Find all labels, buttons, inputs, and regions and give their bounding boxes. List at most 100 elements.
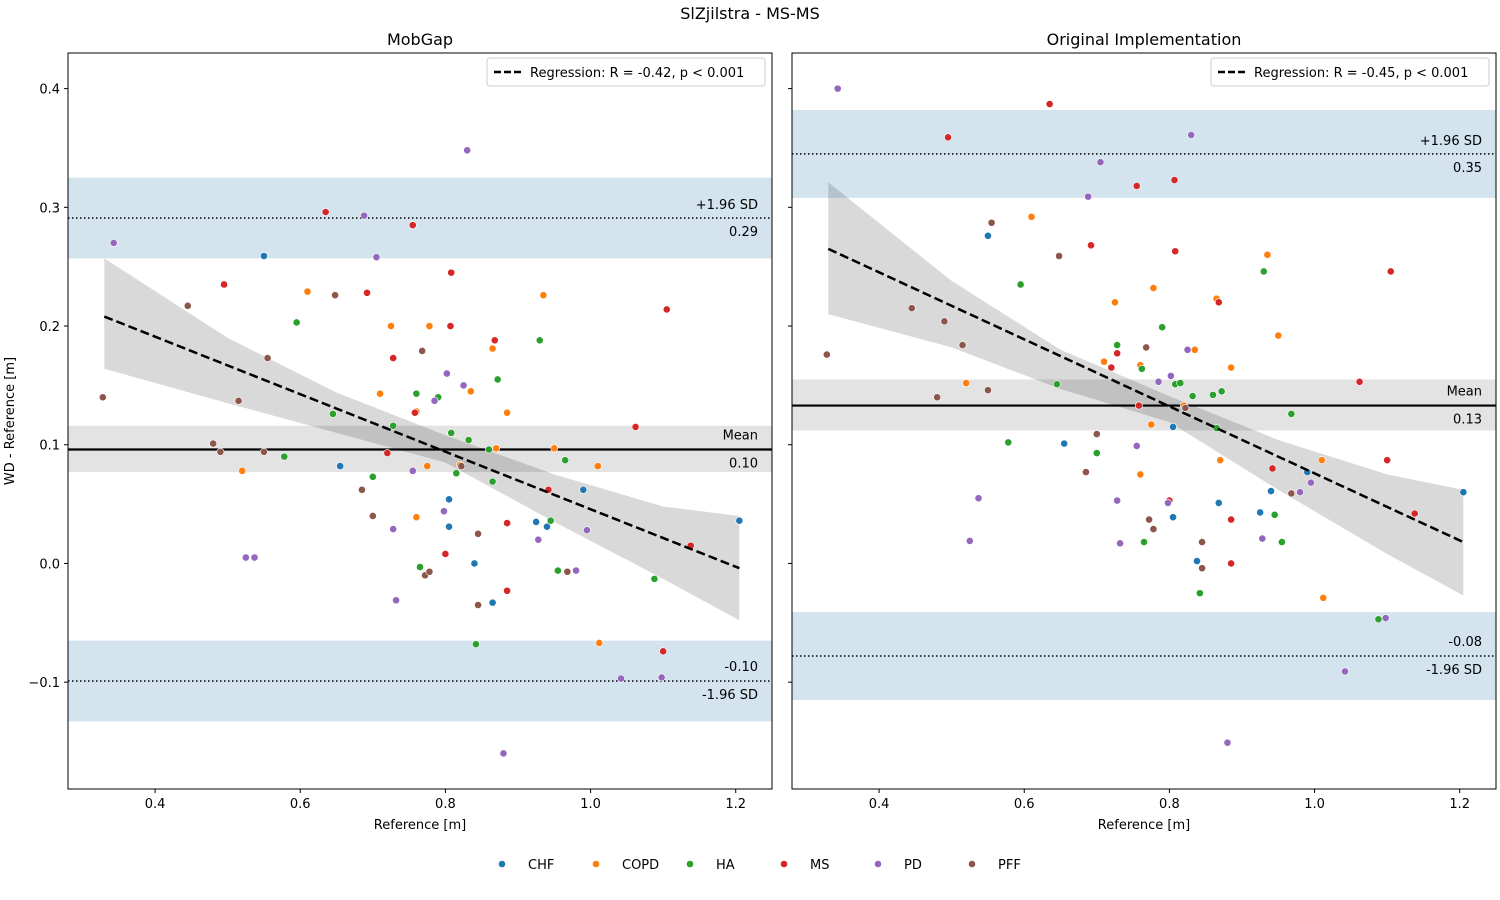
data-point-ms bbox=[1268, 464, 1277, 473]
data-point-ha bbox=[412, 389, 421, 398]
data-point-ms bbox=[1386, 267, 1395, 276]
data-point-pd bbox=[1113, 496, 1122, 505]
data-point-pff bbox=[183, 301, 192, 310]
data-point-pff bbox=[1142, 343, 1151, 352]
data-point-ha bbox=[1209, 390, 1217, 399]
data-point-chf bbox=[1214, 499, 1223, 507]
regression-legend-box bbox=[1210, 57, 1490, 87]
legend-label-chf: CHF bbox=[528, 858, 554, 873]
x-tick-label: 1.0 bbox=[1304, 797, 1325, 812]
upper-loa-value: 0.29 bbox=[729, 225, 758, 240]
legend-label-pff: PFF bbox=[998, 858, 1021, 873]
data-point-ms bbox=[408, 221, 417, 230]
legend-label-copd: COPD bbox=[622, 858, 659, 873]
data-point-ms bbox=[944, 133, 952, 142]
data-point-pff bbox=[331, 291, 339, 300]
data-point-pff bbox=[358, 485, 366, 494]
data-point-ha bbox=[368, 472, 377, 481]
data-point-copd bbox=[1317, 456, 1326, 465]
data-point-pff bbox=[234, 396, 243, 405]
data-point-pff bbox=[98, 393, 107, 402]
data-point-copd bbox=[593, 462, 602, 471]
data-point-pd bbox=[442, 369, 451, 378]
data-point-ms bbox=[1113, 349, 1122, 358]
x-tick-label: 1.2 bbox=[725, 797, 746, 812]
data-point-ms bbox=[446, 322, 455, 330]
data-point-chf bbox=[1169, 513, 1177, 522]
data-point-pd bbox=[463, 146, 472, 155]
data-point-pd bbox=[459, 381, 468, 390]
legend-marker-pd bbox=[874, 860, 882, 868]
x-axis-label: Reference [m] bbox=[1098, 818, 1190, 833]
plot-area bbox=[68, 146, 772, 758]
lower-loa-value: -0.10 bbox=[724, 660, 758, 675]
regression-line bbox=[103, 315, 740, 570]
data-point-pd bbox=[617, 674, 625, 683]
regression-legend-label: Regression: R = -0.45, p < 0.001 bbox=[1254, 66, 1468, 81]
legend-label-ha: HA bbox=[716, 858, 735, 873]
data-point-copd bbox=[492, 444, 501, 453]
upper-loa-value: 0.35 bbox=[1453, 161, 1482, 176]
data-point-ha bbox=[1270, 510, 1279, 519]
data-point-copd bbox=[1149, 284, 1158, 292]
data-point-ms bbox=[659, 647, 668, 656]
data-point-pd bbox=[1166, 371, 1175, 380]
data-point-pd bbox=[1296, 488, 1304, 497]
data-point-pd bbox=[1096, 158, 1105, 167]
data-point-pd bbox=[250, 553, 259, 562]
data-point-ha bbox=[1137, 364, 1146, 373]
data-point-chf bbox=[336, 462, 345, 471]
data-point-ha bbox=[329, 409, 337, 418]
data-point-pd bbox=[657, 673, 666, 682]
legend-marker-ms bbox=[780, 860, 788, 868]
data-point-ha bbox=[488, 477, 497, 486]
data-point-ha bbox=[471, 640, 480, 649]
data-point-pff bbox=[987, 218, 996, 227]
data-point-pff bbox=[822, 350, 831, 359]
data-point-copd bbox=[1190, 345, 1199, 354]
data-point-pff bbox=[1055, 252, 1063, 260]
data-point-pd bbox=[1183, 345, 1192, 354]
data-point-pd bbox=[833, 84, 842, 93]
data-point-chf bbox=[1459, 488, 1468, 497]
data-point-pd bbox=[974, 494, 983, 503]
data-point-chf bbox=[1256, 508, 1265, 517]
mean-value: 0.10 bbox=[729, 456, 758, 471]
data-point-ms bbox=[220, 280, 228, 289]
data-point-copd bbox=[466, 387, 475, 396]
data-point-ha bbox=[1016, 280, 1025, 289]
regression-legend-label: Regression: R = -0.42, p < 0.001 bbox=[530, 66, 744, 81]
data-point-ha bbox=[553, 566, 562, 575]
data-point-pff bbox=[907, 304, 916, 313]
data-point-pff bbox=[1149, 525, 1158, 533]
data-point-pd bbox=[241, 553, 250, 562]
data-point-ha bbox=[292, 318, 301, 327]
data-point-pd bbox=[1258, 534, 1267, 543]
data-point-pd bbox=[1381, 614, 1390, 622]
data-point-pd bbox=[1154, 377, 1163, 386]
data-point-ha bbox=[447, 428, 456, 437]
data-point-pd bbox=[440, 507, 448, 516]
data-point-ha bbox=[1053, 380, 1061, 389]
x-tick-label: 0.6 bbox=[1014, 797, 1035, 812]
data-point-chf bbox=[470, 559, 479, 568]
data-point-pff bbox=[563, 567, 572, 576]
data-point-pff bbox=[368, 512, 377, 520]
data-point-pd bbox=[430, 396, 439, 405]
mean-label: Mean bbox=[723, 428, 758, 443]
data-point-pff bbox=[933, 393, 942, 402]
data-point-copd bbox=[1274, 331, 1283, 340]
data-point-pd bbox=[360, 211, 369, 220]
lower-loa-label: -1.96 SD bbox=[702, 688, 758, 703]
data-point-copd bbox=[376, 389, 384, 398]
data-point-ms bbox=[389, 354, 398, 362]
data-point-pd bbox=[1084, 192, 1093, 201]
data-point-ms bbox=[441, 550, 450, 558]
data-point-copd bbox=[423, 462, 432, 471]
data-point-pff bbox=[1287, 489, 1296, 498]
data-point-pff bbox=[1082, 468, 1090, 476]
upper-loa-label: +1.96 SD bbox=[1420, 134, 1482, 149]
data-point-copd bbox=[303, 287, 312, 296]
data-point-pd bbox=[965, 536, 974, 545]
